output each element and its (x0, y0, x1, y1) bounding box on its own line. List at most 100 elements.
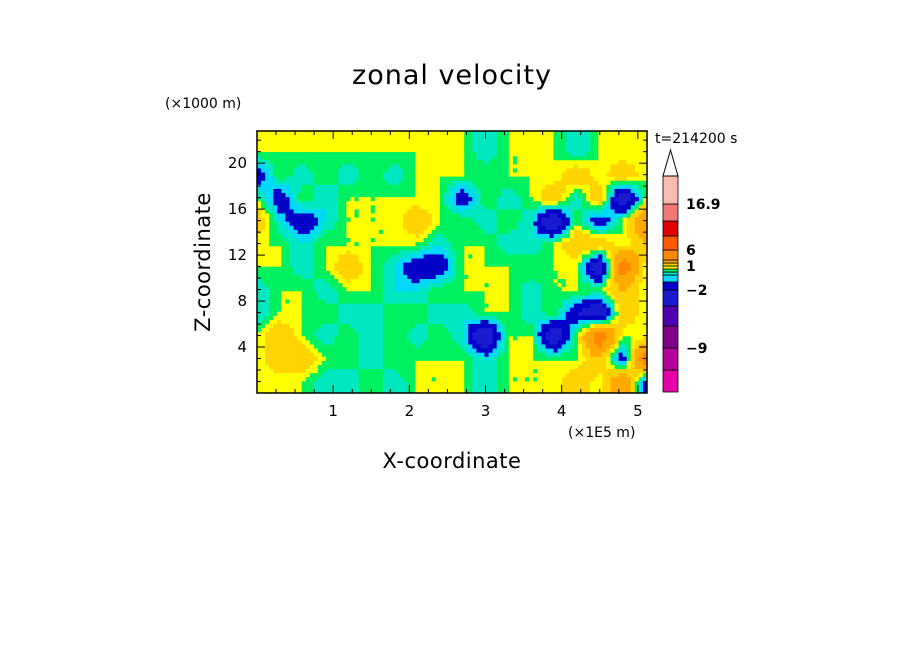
field-cell (504, 307, 510, 312)
field-cell (391, 229, 396, 234)
field-cell (557, 319, 563, 325)
field-cell (366, 278, 372, 284)
field-cell (395, 298, 400, 304)
field-cell (464, 298, 469, 304)
field-cell (476, 356, 482, 361)
field-cell (354, 216, 360, 222)
field-cell (573, 315, 579, 320)
field-cell (557, 302, 563, 308)
field-cell (358, 278, 364, 284)
field-cell (354, 352, 360, 357)
field-cell (598, 249, 603, 255)
field-cell (606, 331, 612, 337)
field-cell (443, 319, 449, 325)
field-cell (334, 339, 339, 345)
field-cell (594, 347, 599, 353)
field-cell (269, 360, 274, 365)
field-cell (468, 372, 473, 378)
field-cell (427, 196, 433, 202)
field-cell (480, 356, 486, 361)
field-cell (382, 384, 388, 390)
field-cell (610, 180, 616, 185)
field-cell (366, 356, 372, 361)
field-cell (362, 327, 368, 333)
field-cell (521, 266, 526, 271)
field-cell (545, 249, 551, 255)
field-cell (565, 335, 571, 341)
field-cell (602, 376, 607, 382)
field-cell (431, 233, 437, 239)
field-cell (297, 221, 303, 226)
field-cell (338, 212, 343, 218)
field-cell (460, 188, 465, 194)
field-cell (508, 188, 514, 194)
field-cell (521, 196, 526, 202)
field-cell (334, 388, 339, 393)
field-cell (435, 384, 441, 390)
field-cell (508, 270, 514, 275)
field-cell (338, 216, 343, 222)
field-cell (273, 384, 278, 390)
field-cell (443, 196, 449, 202)
field-cell (529, 352, 534, 357)
field-cell (391, 380, 396, 386)
field-cell (261, 196, 266, 202)
field-cell (484, 245, 490, 251)
field-cell (395, 253, 400, 259)
field-cell (569, 253, 575, 259)
field-cell (618, 245, 624, 251)
field-cell (427, 233, 433, 239)
field-cell (330, 290, 335, 296)
field-cell (326, 282, 331, 288)
field-cell (472, 253, 477, 259)
field-cell (378, 192, 384, 198)
field-cell (488, 180, 494, 185)
field-cell (382, 311, 388, 316)
field-cell (525, 290, 530, 296)
field-cell (525, 376, 530, 382)
field-cell (378, 298, 384, 304)
field-cell (346, 262, 352, 267)
field-cell (484, 380, 490, 386)
field-cell (419, 225, 425, 230)
field-cell (541, 192, 547, 198)
field-cell (610, 298, 616, 304)
field-cell (399, 323, 404, 329)
field-cell (586, 188, 591, 194)
field-cell (622, 253, 628, 259)
field-cell (456, 315, 461, 320)
field-cell (289, 208, 295, 214)
field-cell (297, 368, 303, 374)
field-cell (334, 245, 339, 251)
field-cell (521, 208, 526, 214)
field-cell (602, 368, 607, 374)
field-cell (488, 315, 494, 320)
field-cell (358, 323, 364, 329)
field-cell (521, 253, 526, 259)
field-cell (415, 364, 421, 370)
field-cell (358, 302, 364, 308)
field-cell (594, 257, 599, 263)
field-cell (602, 192, 607, 198)
field-cell (590, 388, 595, 393)
field-cell (610, 311, 616, 316)
field-cell (269, 290, 274, 296)
field-cell (594, 380, 599, 386)
field-cell (549, 323, 555, 329)
field-cell (293, 225, 299, 230)
field-cell (334, 372, 339, 378)
field-cell (573, 216, 579, 222)
field-cell (496, 372, 502, 378)
field-cell (330, 196, 335, 202)
field-cell (261, 376, 266, 382)
field-cell (285, 216, 291, 222)
field-cell (549, 376, 555, 382)
field-cell (638, 245, 644, 251)
field-cell (407, 323, 412, 329)
field-cell (322, 307, 327, 312)
field-cell (403, 364, 408, 370)
field-cell (634, 225, 640, 230)
field-cell (403, 208, 408, 214)
field-cell (358, 249, 364, 255)
field-cell (468, 221, 473, 226)
